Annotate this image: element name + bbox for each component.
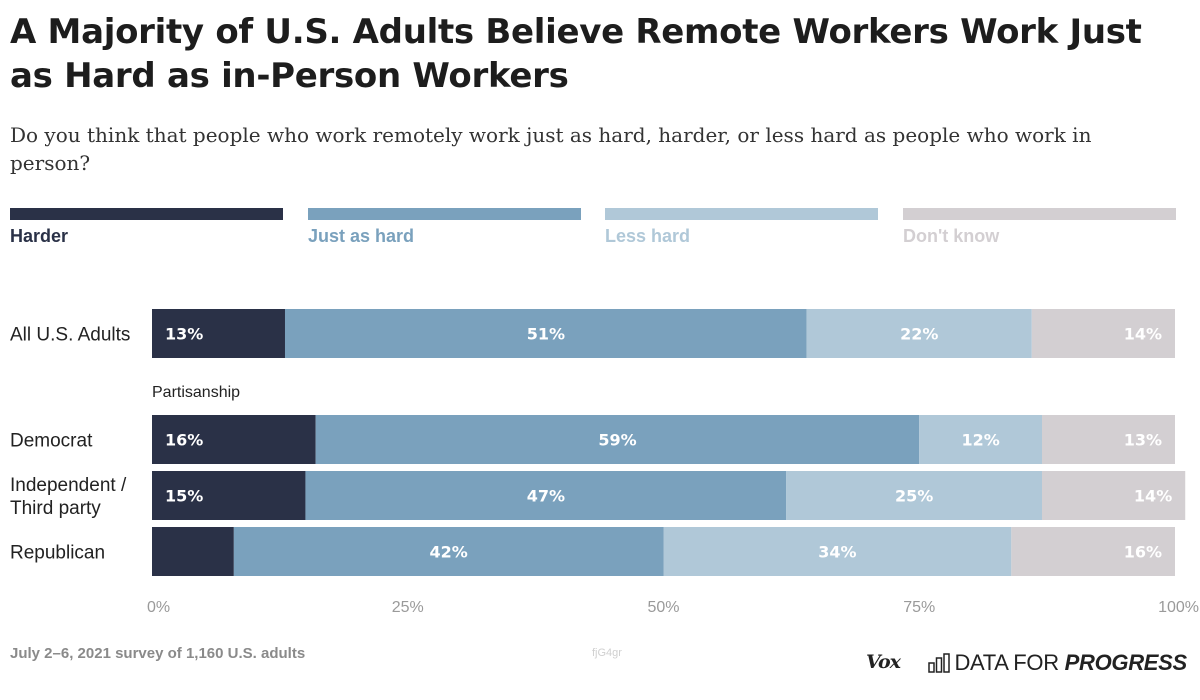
wordmark-strong: PROGRESS bbox=[1064, 650, 1188, 675]
stacked-bar-chart: 13% 51% 22% 14% All U.S. Adults 16% 59% 12% 13% D… bbox=[10, 309, 1199, 616]
data-label-republican-just-as-hard: 42% bbox=[430, 543, 468, 562]
data-label-democrat-just-as-hard: 59% bbox=[598, 431, 636, 450]
legend-item-dont-know: Don't know bbox=[903, 208, 1176, 248]
row-label-all-u-s-adults: All U.S. Adults bbox=[10, 325, 130, 346]
row-label-republican: Republican bbox=[10, 543, 105, 564]
x-tick-label-100: 100% bbox=[1158, 599, 1199, 616]
bar-all-u-s-adults-don-t-know bbox=[1031, 309, 1175, 358]
x-tick-label-75: 75% bbox=[903, 599, 935, 616]
survey-note: July 2–6, 2021 survey of 1,160 U.S. adul… bbox=[10, 645, 306, 662]
data-label-independent-third-party-don-t-know: 14% bbox=[1134, 487, 1172, 506]
bar-independent-third-party-just-as-hard bbox=[305, 471, 787, 520]
bar-independent-third-party-harder bbox=[152, 471, 306, 520]
bar-independent-third-party-less-hard bbox=[786, 471, 1043, 520]
data-label-republican-less-hard: 34% bbox=[818, 543, 856, 562]
data-label-all-u-s-adults-don-t-know: 14% bbox=[1124, 325, 1162, 344]
bar-democrat-harder bbox=[152, 415, 316, 464]
data-label-all-u-s-adults-harder: 13% bbox=[165, 325, 203, 344]
data-for-progress-wordmark: DATA FOR PROGRESS bbox=[954, 650, 1188, 676]
chart-title: A Majority of U.S. Adults Believe Remote… bbox=[10, 12, 1142, 96]
bar-republican-less-hard bbox=[663, 527, 1012, 576]
legend-swatch-just-as-hard bbox=[308, 208, 581, 220]
data-label-all-u-s-adults-less-hard: 22% bbox=[900, 325, 938, 344]
data-label-democrat-less-hard: 12% bbox=[961, 431, 999, 450]
data-for-progress-logo: DATA FOR PROGRESS bbox=[928, 650, 1187, 678]
data-label-independent-third-party-less-hard: 25% bbox=[895, 487, 933, 506]
data-label-republican-don-t-know: 16% bbox=[1124, 543, 1162, 562]
wordmark-plain: DATA FOR bbox=[954, 650, 1065, 675]
bar-democrat-don-t-know bbox=[1042, 415, 1175, 464]
legend-label-harder: Harder bbox=[10, 226, 69, 246]
x-tick-label-50: 50% bbox=[647, 599, 679, 616]
bar-republican-harder bbox=[152, 527, 234, 576]
legend-item-harder: Harder bbox=[10, 208, 283, 248]
legend-item-just-as-hard: Just as hard bbox=[308, 208, 581, 248]
legend-label-less-hard: Less hard bbox=[605, 226, 691, 246]
bar-independent-third-party-don-t-know bbox=[1042, 471, 1186, 520]
chart-id: fjG4gr bbox=[592, 647, 622, 659]
legend-label-dont-know: Don't know bbox=[903, 226, 1000, 246]
bar-republican-just-as-hard bbox=[233, 527, 664, 576]
row-label-independent-third-party-line-2: Third party bbox=[10, 498, 101, 519]
bar-all-u-s-adults-less-hard bbox=[806, 309, 1032, 358]
data-label-independent-third-party-harder: 15% bbox=[165, 487, 203, 506]
row-label-independent-third-party-line-1: Independent / bbox=[10, 475, 127, 496]
bar-chart-icon bbox=[928, 653, 950, 673]
bar-all-u-s-adults-harder bbox=[152, 309, 285, 358]
data-label-democrat-don-t-know: 13% bbox=[1124, 431, 1162, 450]
bar-democrat-just-as-hard bbox=[315, 415, 920, 464]
bar-all-u-s-adults-just-as-hard bbox=[284, 309, 807, 358]
x-tick-label-25: 25% bbox=[392, 599, 424, 616]
legend-label-just-as-hard: Just as hard bbox=[308, 226, 415, 246]
row-label-democrat: Democrat bbox=[10, 431, 93, 452]
data-label-democrat-harder: 16% bbox=[165, 431, 203, 450]
legend-item-less-hard: Less hard bbox=[605, 208, 878, 248]
chart-subtitle: Do you think that people who work remote… bbox=[10, 123, 1092, 175]
group-label-partisanship: Partisanship bbox=[152, 384, 240, 401]
bar-democrat-less-hard bbox=[919, 415, 1043, 464]
legend-swatch-dont-know bbox=[903, 208, 1176, 220]
data-label-all-u-s-adults-just-as-hard: 51% bbox=[527, 325, 565, 344]
legend-swatch-harder bbox=[10, 208, 283, 220]
bar-republican-don-t-know bbox=[1011, 527, 1175, 576]
legend-swatch-less-hard bbox=[605, 208, 878, 220]
vox-logo: Vox bbox=[866, 651, 901, 673]
data-label-independent-third-party-just-as-hard: 47% bbox=[527, 487, 565, 506]
x-tick-label-0: 0% bbox=[147, 599, 170, 616]
